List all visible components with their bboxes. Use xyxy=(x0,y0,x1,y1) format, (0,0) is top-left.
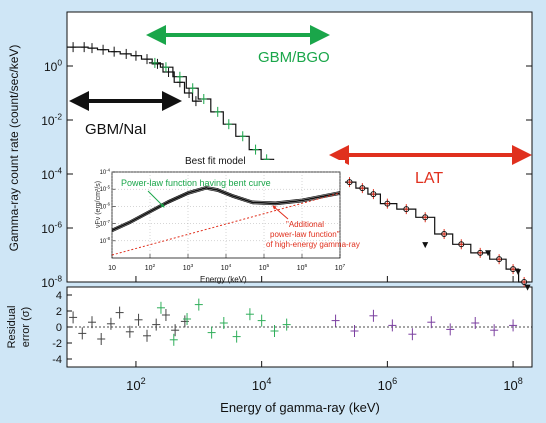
inset-x-tick-label: 106 xyxy=(297,263,308,272)
inset-y-tick-label: 10-5 xyxy=(100,185,111,194)
residual-ylabel-line2: error (σ) xyxy=(20,307,32,347)
data-marker-lat xyxy=(477,249,484,256)
inset-annotation-add-3: of high-energy gamma-ray xyxy=(266,240,360,249)
inset-ylabel: νFν (erg/cm²/s) xyxy=(95,181,102,228)
upper-limit-marker xyxy=(485,250,492,257)
inset-y-tick-label: 10-4 xyxy=(100,167,111,176)
residual-y-tick-label: -4 xyxy=(52,354,62,366)
residual-y-tick-label: -2 xyxy=(52,338,62,350)
inset-y-tick-label: 10-8 xyxy=(100,236,111,245)
inset-arrow-bent xyxy=(147,190,165,208)
inset-xlabel: Energy (keV) xyxy=(200,275,247,284)
inset-x-tick-label: 107 xyxy=(335,263,346,272)
inset-curve-total xyxy=(111,188,341,233)
best-fit-model-inset: Best fit model 10 102 103 104 105 106 10710-41… xyxy=(88,156,360,284)
upper-limit-marker xyxy=(515,269,522,276)
inset-curve-total xyxy=(111,185,341,230)
inset-title: Best fit model xyxy=(185,156,246,167)
inset-data-layer xyxy=(111,185,341,256)
data-marker-lat xyxy=(422,214,429,221)
inset-x-tick-label: 105 xyxy=(259,263,270,272)
inset-x-tick-label: 103 xyxy=(183,263,194,272)
residual-y-tick-label: 2 xyxy=(56,306,62,318)
x-tick-label: 106 xyxy=(378,376,398,393)
inset-annotation-add-1: "Additional xyxy=(286,220,324,229)
inset-y-tick-label: 10-7 xyxy=(100,219,111,228)
data-marker-lat xyxy=(370,191,377,198)
y-tick-label: 10-8 xyxy=(41,274,62,290)
y-tick-label: 100 xyxy=(44,58,62,74)
upper-limit-marker xyxy=(422,242,429,249)
main-ylabel: Gamma-ray count rate (count/sec/keV) xyxy=(7,45,21,252)
data-marker-lat xyxy=(346,179,353,186)
data-marker-lat xyxy=(458,241,465,248)
bgo-label: GBM/BGO xyxy=(258,49,330,66)
data-marker-lat xyxy=(403,206,410,213)
x-tick-label: 104 xyxy=(252,376,272,393)
inset-annotation-add-2: power-law function" xyxy=(270,230,340,239)
residual-y-tick-label: 4 xyxy=(56,290,62,302)
residual-y-tick-label: 0 xyxy=(56,322,62,334)
inset-axis-ticks: 10 102 103 104 105 106 107 10-4 10-5 10-6 10-7 10-8 xyxy=(100,167,346,272)
upper-limit-marker xyxy=(524,284,531,291)
main-xlabel: Energy of gamma-ray (keV) xyxy=(220,400,380,415)
inset-y-tick-label: 10-6 xyxy=(100,202,111,211)
nai-label: GBM/NaI xyxy=(85,121,147,138)
lat-label: LAT xyxy=(415,170,443,187)
inset-x-tick-label: 104 xyxy=(221,263,232,272)
y-tick-label: 10-4 xyxy=(41,166,62,182)
data-marker-lat xyxy=(496,256,503,263)
x-tick-label: 108 xyxy=(503,376,523,393)
residual-data-layer: 4 2 0 -2 -4 xyxy=(52,290,532,366)
inset-arrow-additional xyxy=(272,205,289,220)
model-step-nai xyxy=(67,46,202,102)
inset-x-tick-label: 10 xyxy=(108,265,116,272)
y-tick-label: 10-6 xyxy=(41,220,62,236)
inset-annotation-bent: Power-law function having bent curve xyxy=(121,178,271,188)
data-marker-lat xyxy=(521,279,528,285)
inset-curve-total xyxy=(111,186,341,232)
residual-ylabel-line1: Residual xyxy=(6,306,18,349)
y-tick-label: 10-2 xyxy=(41,112,62,128)
data-marker-lat xyxy=(359,185,366,192)
data-marker-lat xyxy=(441,230,448,237)
x-tick-label: 102 xyxy=(126,376,146,393)
data-marker-lat xyxy=(384,200,391,207)
inset-curve-additional xyxy=(111,192,341,256)
inset-x-tick-label: 102 xyxy=(145,263,156,272)
